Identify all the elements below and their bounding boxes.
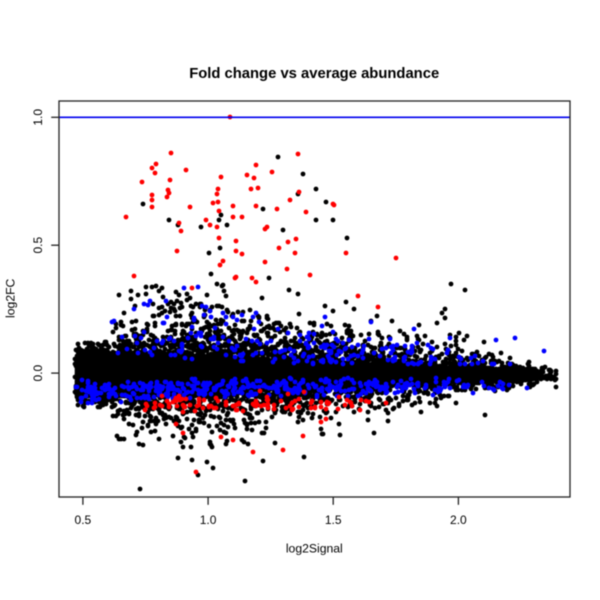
svg-text:0.5: 0.5 [75, 513, 92, 527]
svg-text:0.0: 0.0 [31, 364, 45, 381]
svg-text:log2FC: log2FC [4, 278, 18, 317]
svg-text:1.5: 1.5 [325, 513, 342, 527]
svg-text:0.5: 0.5 [31, 237, 45, 254]
svg-text:log2Signal: log2Signal [286, 541, 343, 555]
svg-text:1.0: 1.0 [31, 109, 45, 126]
svg-text:1.0: 1.0 [200, 513, 217, 527]
svg-text:2.0: 2.0 [450, 513, 467, 527]
svg-text:Fold change vs average abundan: Fold change vs average abundance [189, 66, 439, 82]
